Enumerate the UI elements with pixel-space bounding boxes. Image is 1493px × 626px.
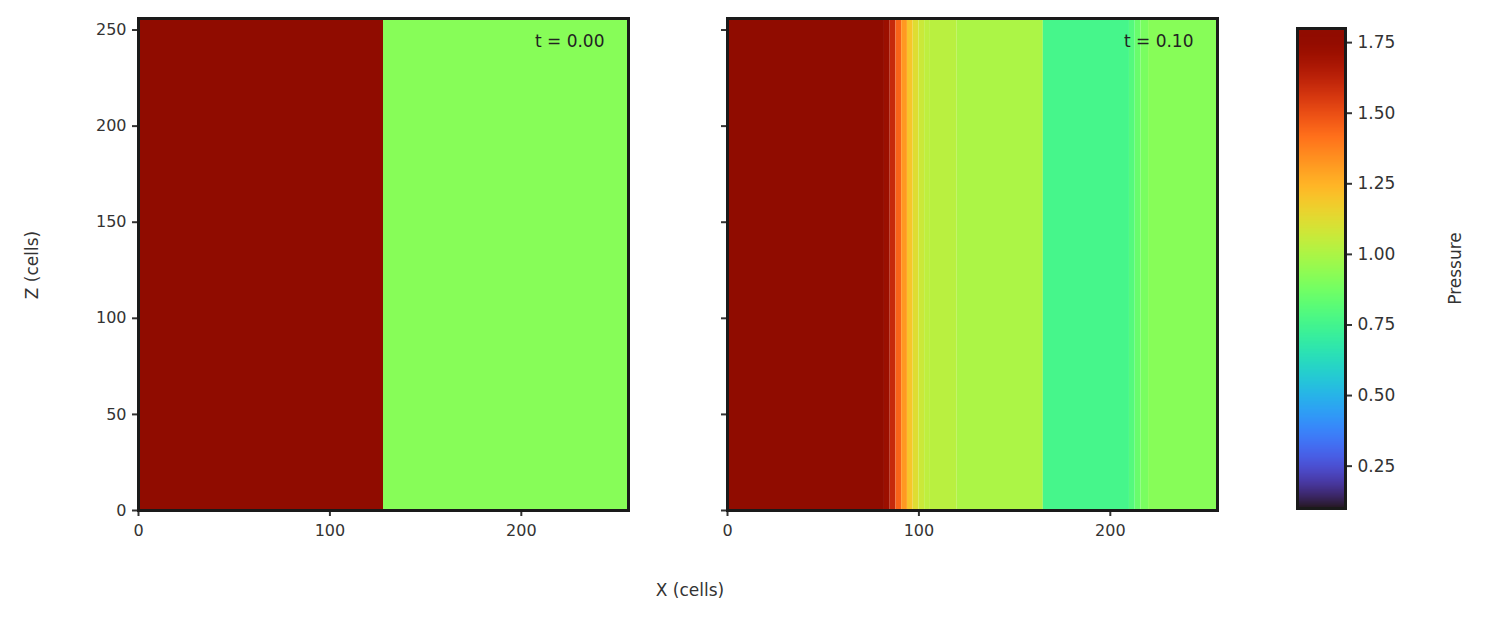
svg-text:0.25: 0.25 [1358,456,1396,476]
svg-text:50: 50 [106,405,126,424]
svg-text:t = 0.00: t = 0.00 [535,31,605,51]
html-text:Z (cells): Z (cells) [22,230,42,300]
svg-text:200: 200 [96,116,127,135]
svg-text:1.50: 1.50 [1358,103,1396,123]
svg-text:100: 100 [315,521,346,540]
svg-text:0: 0 [722,521,732,540]
svg-text:1.00: 1.00 [1358,244,1396,264]
svg-text:100: 100 [904,521,935,540]
svg-text:200: 200 [506,521,537,540]
svg-text:0: 0 [133,521,143,540]
svg-text:0: 0 [116,501,126,520]
svg-text:100: 100 [96,308,127,327]
svg-text:250: 250 [96,20,127,39]
svg-text:0.75: 0.75 [1358,314,1396,334]
svg-text:0.50: 0.50 [1358,385,1396,405]
svg-text:1.25: 1.25 [1358,173,1396,193]
svg-text:150: 150 [96,212,127,231]
svg-text:Pressure: Pressure [1445,232,1465,305]
svg-text:t = 0.10: t = 0.10 [1124,31,1194,51]
svg-text:200: 200 [1095,521,1126,540]
svg-text:1.75: 1.75 [1358,32,1396,52]
html-text:X (cells): X (cells) [655,580,725,600]
